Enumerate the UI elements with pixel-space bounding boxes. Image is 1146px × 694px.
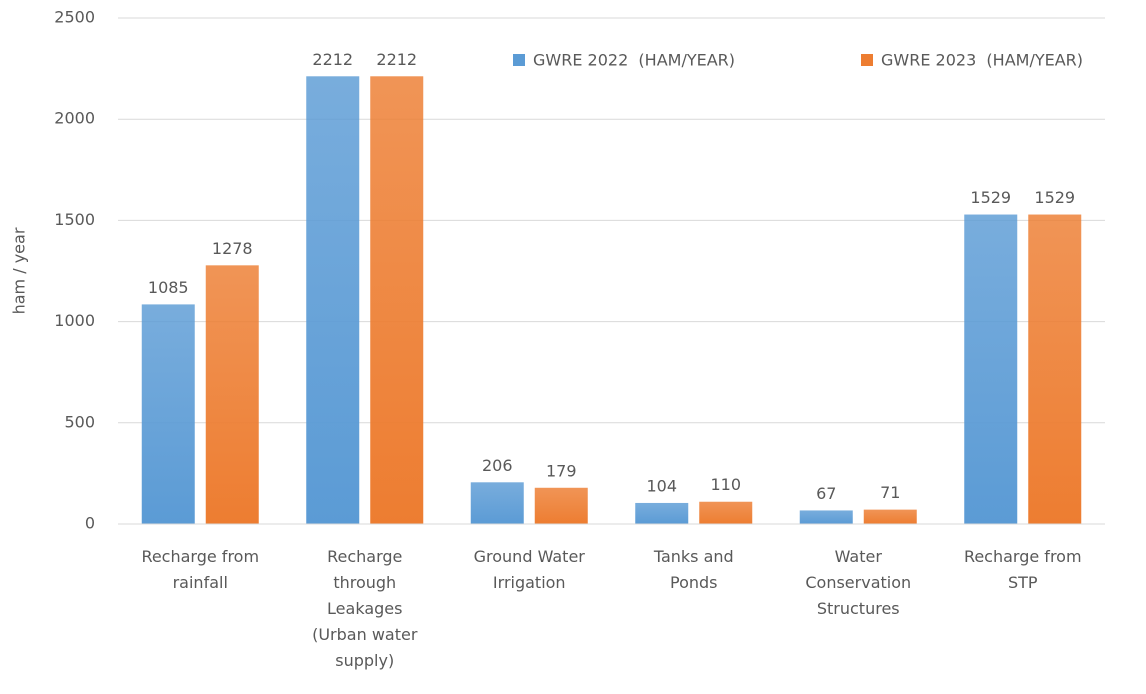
bar bbox=[306, 76, 360, 524]
y-tick-label: 2500 bbox=[54, 8, 95, 27]
x-tick-label: Recharge from STP bbox=[963, 547, 1082, 592]
x-tick-label: Recharge from rainfall bbox=[141, 547, 260, 592]
data-label: 206 bbox=[482, 456, 513, 475]
legend-label: GWRE 2022 (HAM/YEAR) bbox=[533, 51, 735, 70]
bar bbox=[635, 502, 689, 524]
data-label: 1529 bbox=[970, 188, 1011, 207]
legend-label: GWRE 2023 (HAM/YEAR) bbox=[881, 51, 1083, 70]
bar bbox=[141, 304, 195, 524]
x-tick-label: Ground Water Irrigation bbox=[473, 547, 585, 592]
legend-swatch bbox=[513, 54, 525, 66]
x-tick-label: Tanks and Ponds bbox=[653, 547, 734, 592]
legend-swatch bbox=[861, 54, 873, 66]
data-label: 71 bbox=[880, 483, 900, 502]
data-label: 2212 bbox=[376, 50, 417, 69]
y-tick-label: 1500 bbox=[54, 210, 95, 229]
data-label: 1529 bbox=[1034, 188, 1075, 207]
y-tick-label: 0 bbox=[85, 514, 95, 533]
data-label: 2212 bbox=[312, 50, 353, 69]
x-tick-label: Water Conservation Structures bbox=[805, 547, 912, 618]
x-tick-label: Recharge through Leakages (Urban water s… bbox=[312, 547, 418, 670]
data-label: 110 bbox=[710, 475, 741, 494]
bar bbox=[1028, 214, 1082, 524]
bar bbox=[470, 482, 524, 524]
y-tick-label: 1000 bbox=[54, 311, 95, 330]
bar bbox=[964, 214, 1018, 524]
y-tick-label: 500 bbox=[64, 412, 95, 431]
bar bbox=[205, 265, 259, 524]
data-label: 67 bbox=[816, 484, 836, 503]
bar bbox=[799, 510, 853, 524]
data-label: 179 bbox=[546, 461, 577, 480]
y-axis-label: ham / year bbox=[10, 227, 29, 314]
data-label: 1085 bbox=[148, 278, 189, 297]
bar bbox=[370, 76, 424, 524]
bar bbox=[534, 487, 588, 524]
data-label: 104 bbox=[646, 476, 677, 495]
y-tick-label: 2000 bbox=[54, 109, 95, 128]
bar bbox=[863, 509, 917, 524]
data-label: 1278 bbox=[212, 239, 253, 258]
bar bbox=[699, 501, 753, 524]
